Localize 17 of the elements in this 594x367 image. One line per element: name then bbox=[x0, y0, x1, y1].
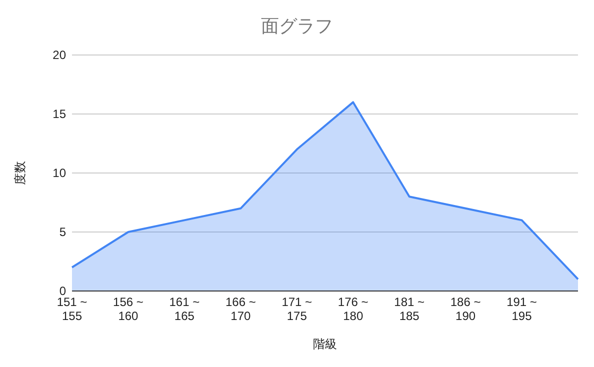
x-tick-label: 181 ~ 185 bbox=[394, 295, 425, 323]
x-tick-label: 176 ~ 180 bbox=[338, 295, 368, 323]
y-tick-label: 20 bbox=[52, 48, 66, 62]
x-tick-label: 151 ~ 155 bbox=[56, 295, 88, 323]
x-tick-label: 156 ~ 160 bbox=[113, 295, 144, 323]
y-tick-label: 5 bbox=[59, 225, 66, 239]
y-tick-label: 15 bbox=[52, 107, 66, 121]
x-tick-label: 166 ~ 170 bbox=[225, 295, 256, 323]
x-tick-label: 161 ~ 165 bbox=[169, 295, 200, 323]
x-tick-label: 171 ~ 175 bbox=[282, 295, 312, 323]
x-axis-title: 階級 bbox=[313, 337, 337, 351]
x-tick-label: 186 ~ 190 bbox=[450, 295, 481, 323]
x-tick-label: 191 ~ 195 bbox=[506, 295, 537, 323]
y-tick-label: 0 bbox=[59, 284, 66, 298]
y-tick-label: 10 bbox=[52, 166, 66, 180]
chart-title: 面グラフ bbox=[261, 16, 333, 36]
y-axis-title: 度数 bbox=[13, 161, 27, 185]
